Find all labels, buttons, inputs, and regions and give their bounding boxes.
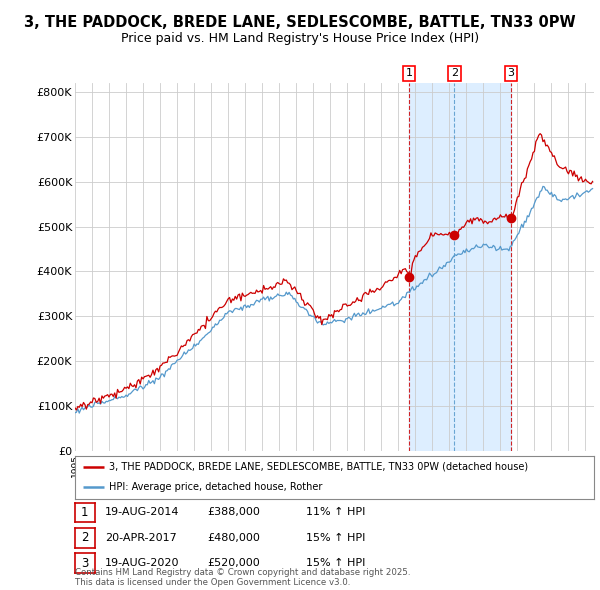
Text: £388,000: £388,000 xyxy=(207,507,260,517)
Text: HPI: Average price, detached house, Rother: HPI: Average price, detached house, Roth… xyxy=(109,481,322,491)
Text: 15% ↑ HPI: 15% ↑ HPI xyxy=(306,533,365,543)
Text: 1: 1 xyxy=(81,506,89,519)
Text: 15% ↑ HPI: 15% ↑ HPI xyxy=(306,558,365,568)
Text: £480,000: £480,000 xyxy=(207,533,260,543)
Text: 3, THE PADDOCK, BREDE LANE, SEDLESCOMBE, BATTLE, TN33 0PW: 3, THE PADDOCK, BREDE LANE, SEDLESCOMBE,… xyxy=(24,15,576,30)
Text: 3, THE PADDOCK, BREDE LANE, SEDLESCOMBE, BATTLE, TN33 0PW (detached house): 3, THE PADDOCK, BREDE LANE, SEDLESCOMBE,… xyxy=(109,462,528,471)
Text: £520,000: £520,000 xyxy=(207,558,260,568)
Text: 3: 3 xyxy=(81,556,89,570)
Bar xyxy=(409,83,511,451)
Text: Contains HM Land Registry data © Crown copyright and database right 2025.
This d: Contains HM Land Registry data © Crown c… xyxy=(75,568,410,587)
Text: 3: 3 xyxy=(508,68,515,78)
Text: 2: 2 xyxy=(451,68,458,78)
Text: 1: 1 xyxy=(406,68,413,78)
Text: Price paid vs. HM Land Registry's House Price Index (HPI): Price paid vs. HM Land Registry's House … xyxy=(121,32,479,45)
Text: 20-APR-2017: 20-APR-2017 xyxy=(105,533,177,543)
Text: 2: 2 xyxy=(81,531,89,545)
Text: 11% ↑ HPI: 11% ↑ HPI xyxy=(306,507,365,517)
Text: 19-AUG-2014: 19-AUG-2014 xyxy=(105,507,179,517)
Text: 19-AUG-2020: 19-AUG-2020 xyxy=(105,558,179,568)
